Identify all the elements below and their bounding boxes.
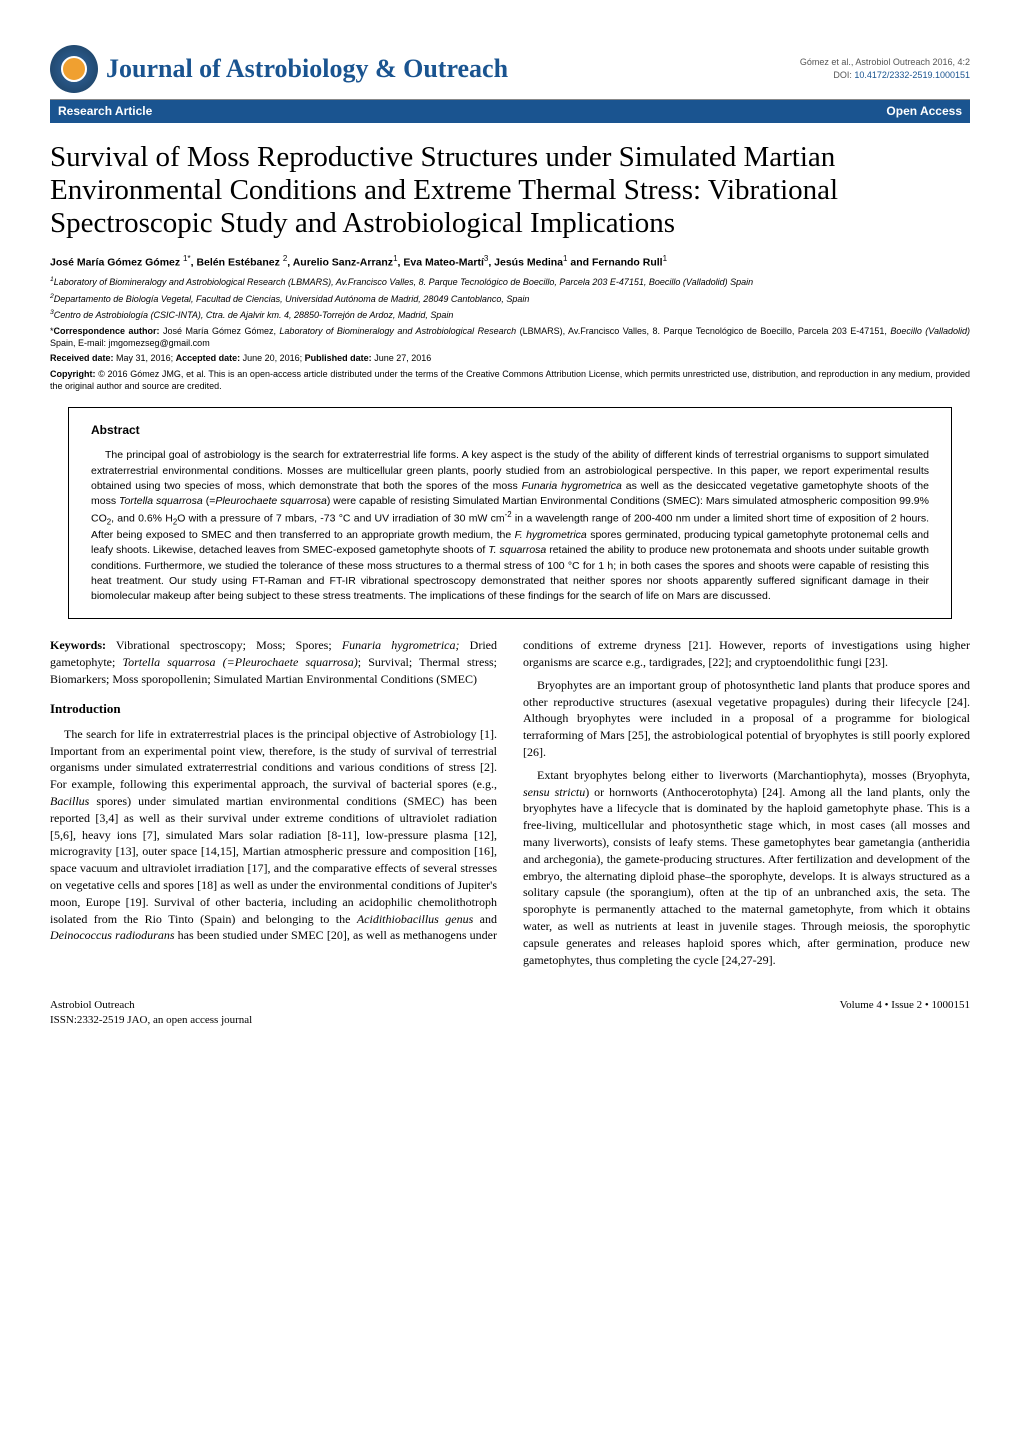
keywords-text: Vibrational spectroscopy; Moss; Spores; … bbox=[50, 638, 497, 686]
article-title: Survival of Moss Reproductive Structures… bbox=[50, 141, 970, 241]
affiliation-1: 1Laboratory of Biomineralogy and Astrobi… bbox=[50, 276, 970, 289]
open-access-label: Open Access bbox=[886, 103, 962, 120]
journal-name: Journal of Astrobiology & Outreach bbox=[106, 51, 508, 87]
abstract-box: Abstract The principal goal of astrobiol… bbox=[68, 407, 952, 620]
affiliation-2: 2Departamento de Biología Vegetal, Facul… bbox=[50, 293, 970, 306]
doi-line: DOI: 10.4172/2332-2519.1000151 bbox=[800, 69, 970, 82]
footer-journal-short: Astrobiol Outreach bbox=[50, 998, 252, 1012]
journal-logo-icon bbox=[50, 45, 98, 93]
keywords-block: Keywords: Vibrational spectroscopy; Moss… bbox=[50, 637, 497, 687]
affiliation-3: 3Centro de Astrobiología (CSIC-INTA), Ct… bbox=[50, 309, 970, 322]
footer-issn: ISSN:2332-2519 JAO, an open access journ… bbox=[50, 1013, 252, 1027]
page-footer: Astrobiol Outreach ISSN:2332-2519 JAO, a… bbox=[50, 998, 970, 1027]
correspondence-block: *Correspondence author: José María Gómez… bbox=[50, 326, 970, 349]
citation-block: Gómez et al., Astrobiol Outreach 2016, 4… bbox=[800, 56, 970, 81]
footer-left: Astrobiol Outreach ISSN:2332-2519 JAO, a… bbox=[50, 998, 252, 1027]
article-type-bar: Research Article Open Access bbox=[50, 100, 970, 123]
doi-link[interactable]: 10.4172/2332-2519.1000151 bbox=[854, 70, 970, 80]
journal-brand: Journal of Astrobiology & Outreach bbox=[50, 45, 508, 93]
keywords-label: Keywords: bbox=[50, 638, 106, 652]
abstract-heading: Abstract bbox=[91, 422, 929, 439]
article-type-label: Research Article bbox=[58, 103, 152, 120]
abstract-text: The principal goal of astrobiology is th… bbox=[91, 448, 929, 604]
journal-header: Journal of Astrobiology & Outreach Gómez… bbox=[50, 45, 970, 100]
authors-list: José María Gómez Gómez 1*, Belén Estéban… bbox=[50, 253, 970, 270]
citation-line: Gómez et al., Astrobiol Outreach 2016, 4… bbox=[800, 56, 970, 69]
body-paragraph: Extant bryophytes belong either to liver… bbox=[523, 767, 970, 969]
copyright-block: Copyright: © 2016 Gómez JMG, et al. This… bbox=[50, 369, 970, 392]
body-paragraph: Bryophytes are an important group of pho… bbox=[523, 677, 970, 761]
footer-volume-issue: Volume 4 • Issue 2 • 1000151 bbox=[840, 998, 970, 1027]
dates-block: Received date: May 31, 2016; Accepted da… bbox=[50, 353, 970, 365]
introduction-heading: Introduction bbox=[50, 700, 497, 718]
body-columns: Keywords: Vibrational spectroscopy; Moss… bbox=[50, 637, 970, 968]
